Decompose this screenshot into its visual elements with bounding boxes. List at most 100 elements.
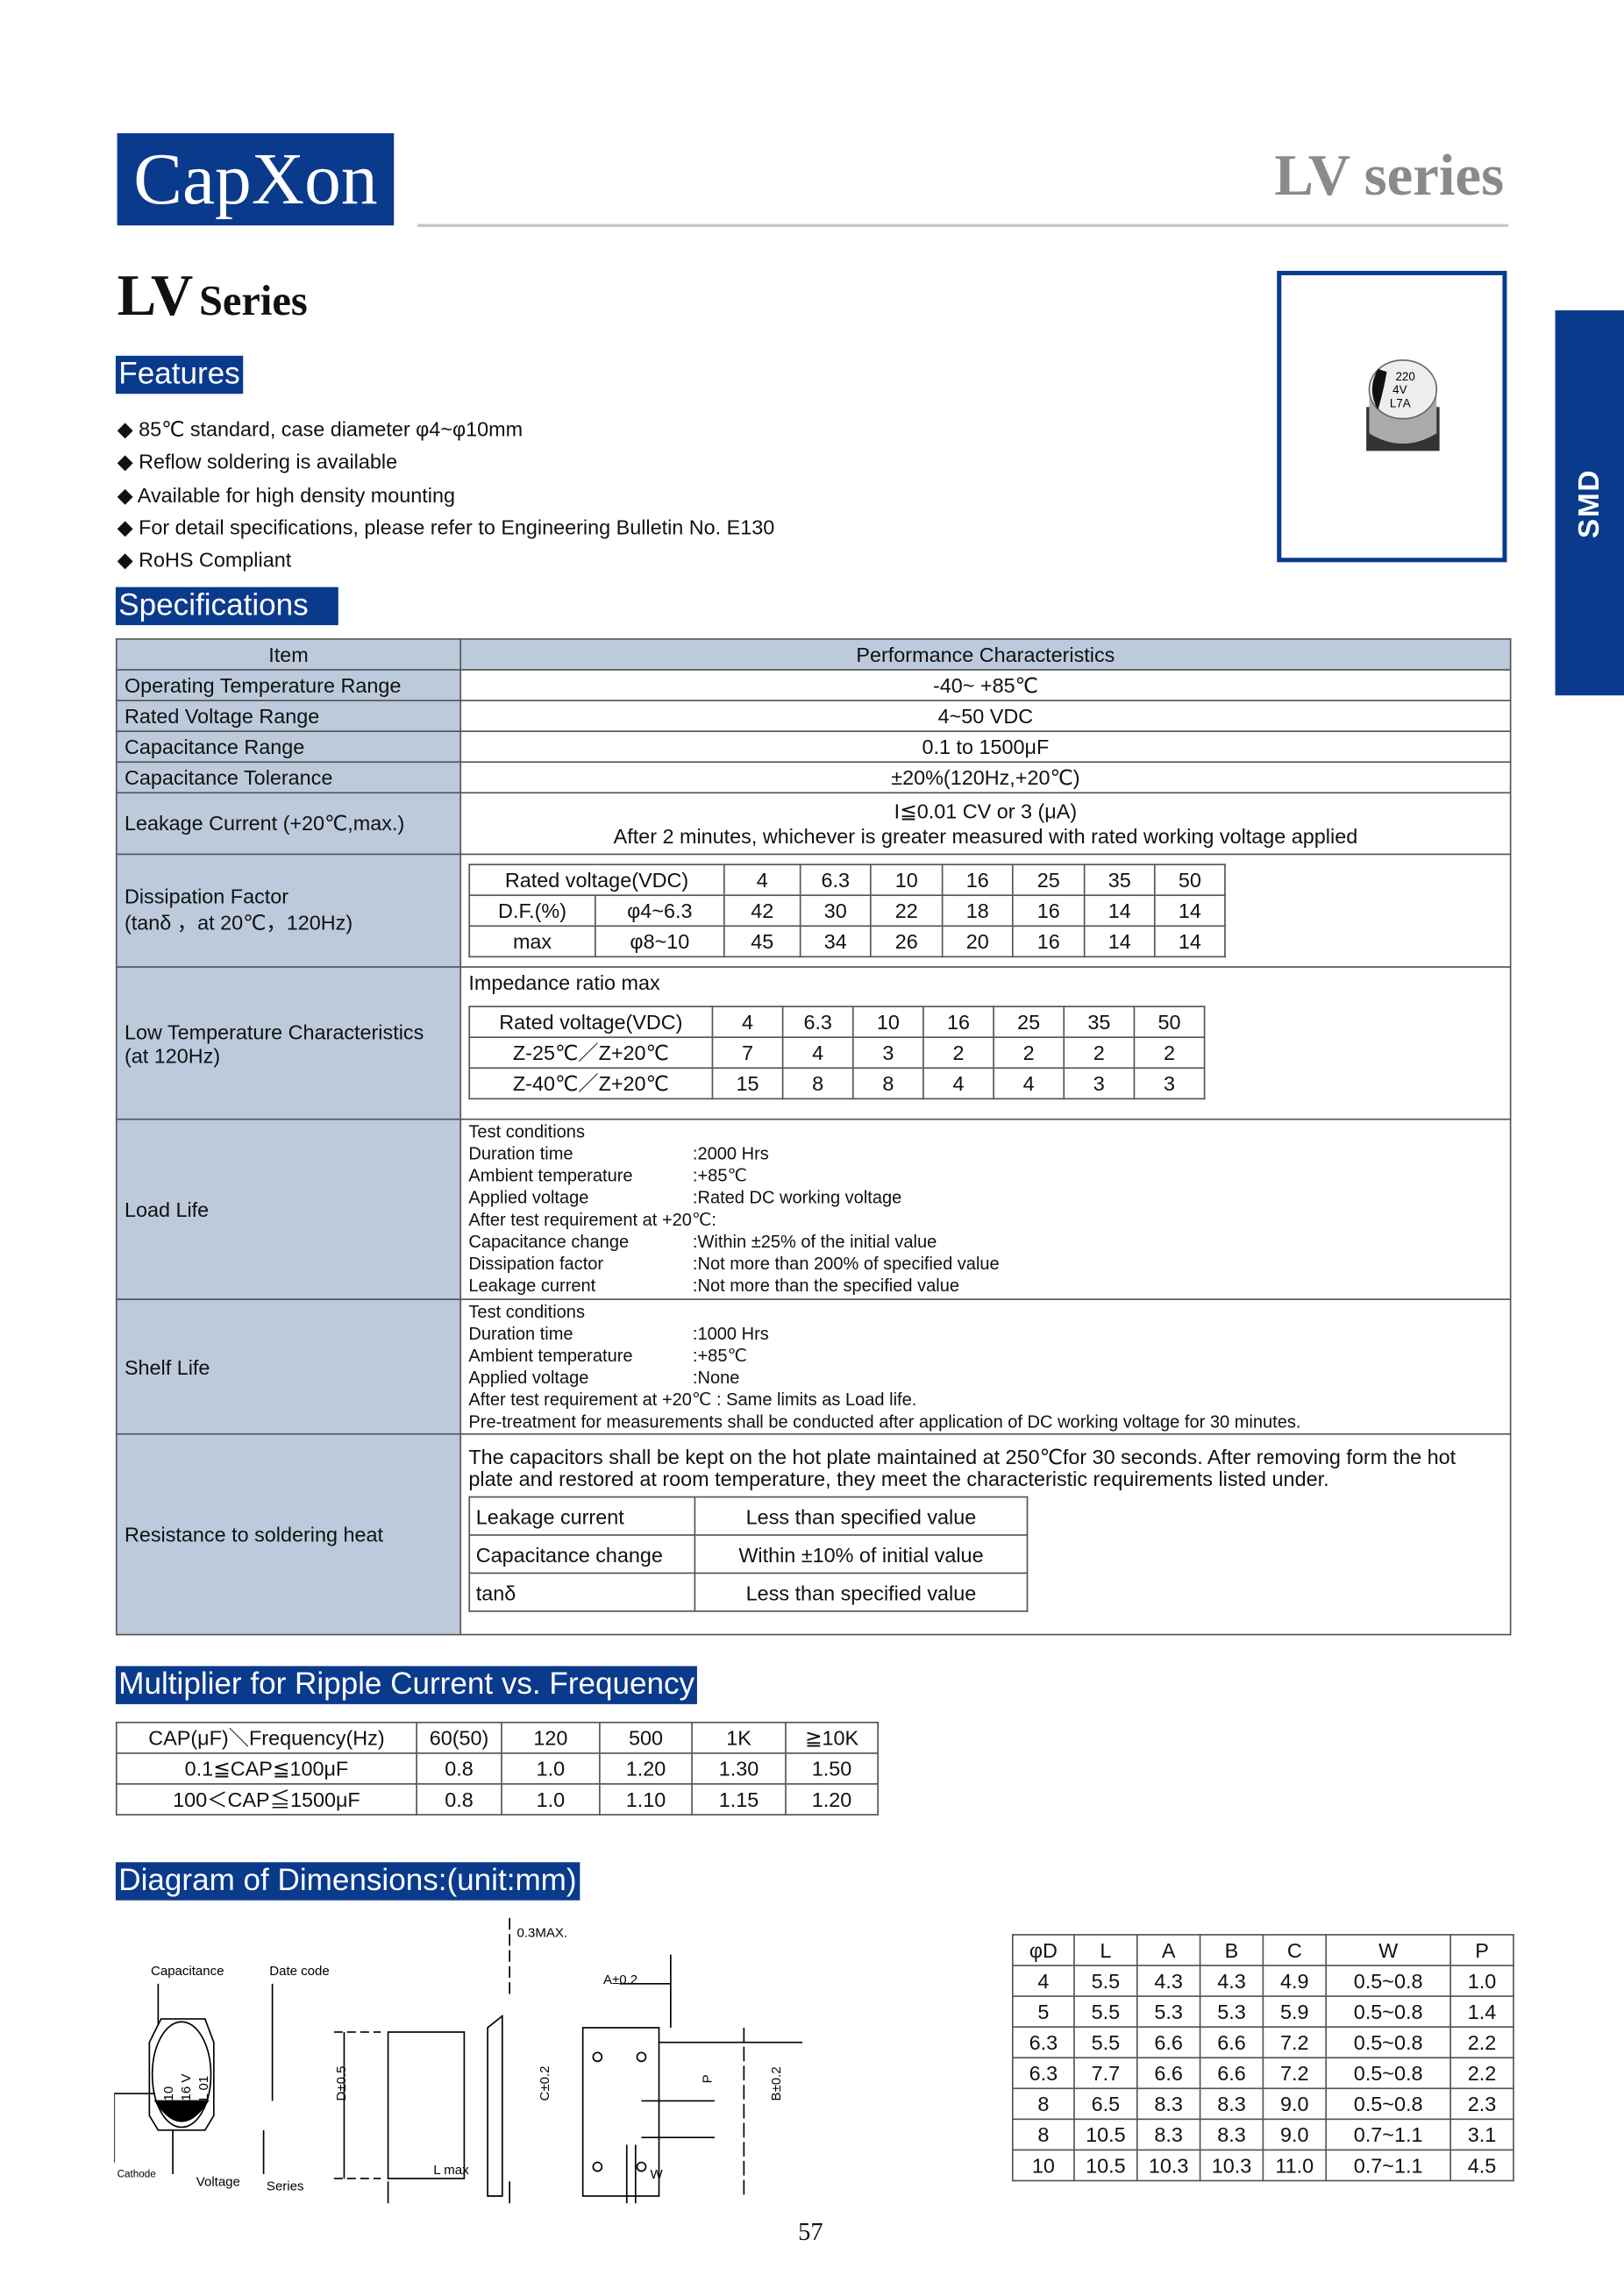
dim-cell: 10 [1011, 2149, 1075, 2182]
solder-value: Within ±10% of initial value [694, 1534, 1029, 1575]
ripple-cell: 1.0 [501, 1752, 601, 1785]
dim-cell: 5.5 [1073, 1995, 1138, 2028]
ripple-header-row: CAP(μF)＼Frequency(Hz) 60(50) 120 500 1K ≧10K [115, 1721, 879, 1754]
lt-value: 3 [851, 1036, 924, 1070]
value: I≦0.01 CV or 3 (μA) After 2 minutes, whic… [459, 792, 1512, 856]
ripple-heading: Multiplier for Ripple Current vs. Freque… [115, 1666, 698, 1704]
marking-1: 220 [1396, 370, 1415, 383]
condition-line: Applied voltage:None [468, 1367, 1502, 1389]
df-header: Rated voltage(VDC) [468, 864, 725, 897]
dim-header-cell: φD [1011, 1934, 1075, 1966]
ripple-cell: 1.30 [691, 1752, 787, 1785]
voltage-cell: 6.3 [799, 864, 872, 897]
dim-cell: 5.9 [1262, 1995, 1328, 2028]
lt-value: 15 [711, 1067, 784, 1100]
specifications-table: Item Performance Characteristics Operatin… [115, 638, 1512, 1636]
condition-key: Duration time [468, 1143, 573, 1164]
lt-header: Rated voltage(VDC) [468, 1006, 714, 1039]
label-w: W [650, 2167, 663, 2182]
voltage-cell: 16 [941, 864, 1014, 897]
feature-item: ◆ Available for high density mounting [117, 483, 456, 507]
dim-cell: 6.6 [1199, 2026, 1264, 2059]
df-label: D.F.(%) [468, 894, 596, 928]
load-life-row: Load Life Test conditions Duration time:20… [115, 1118, 1512, 1300]
feature-text: For detail specifications, please refer … [139, 515, 775, 539]
dim-cell: 0.5~0.8 [1325, 1965, 1451, 1997]
dim-cell: 5.3 [1199, 1995, 1264, 2028]
condition-line: Ambient temperature:+85℃ [468, 1345, 1502, 1367]
condition-key: Test conditions [468, 1121, 585, 1142]
ripple-cell: 0.8 [416, 1783, 502, 1816]
value: 4~50 VDC [459, 700, 1512, 732]
condition-value: :Not more than the specified value [692, 1275, 960, 1296]
lt-value: 2 [1133, 1036, 1206, 1070]
voltage-cell: 6.3 [781, 1006, 854, 1039]
mark-2: 16 V [179, 2074, 194, 2101]
lt-row: Z-40℃／Z+20℃ 15 8 8 4 4 3 3 [468, 1067, 1206, 1100]
dim-cell: 5 [1011, 1995, 1075, 2028]
dim-cell: 9.0 [1262, 2118, 1328, 2151]
value: The capacitors shall be kept on the hot … [459, 1432, 1512, 1636]
dim-cell: 6.5 [1073, 2087, 1138, 2121]
condition-line: Duration time:2000 Hrs [468, 1143, 1502, 1165]
condition-value: :Within ±25% of the initial value [692, 1231, 937, 1252]
mark-1: 10 [161, 2086, 176, 2101]
col-item: Item [115, 638, 462, 671]
dim-cell: 0.5~0.8 [1325, 2057, 1451, 2090]
condition-key: Ambient temperature [468, 1344, 633, 1366]
smd-label: SMD [1572, 468, 1606, 538]
lt-value: 8 [781, 1067, 854, 1100]
value: Impedance ratio max Rated voltage(VDC) 4 6… [459, 966, 1512, 1120]
specifications-heading: Specifications [115, 586, 338, 626]
solder-value: Less than specified value [694, 1496, 1029, 1536]
ripple-cell: 1.10 [599, 1783, 693, 1816]
dim-row: 10 10.5 10.3 10.3 11.0 0.7~1.1 4.5 [1011, 2149, 1514, 2182]
label-date-code: Date code [269, 1964, 329, 1979]
ripple-cell: 1.50 [785, 1752, 879, 1785]
condition-line: Capacitance change:Within ±25% of the in… [468, 1231, 1502, 1253]
df-value: 14 [1083, 894, 1156, 928]
condition-line: Test conditions [468, 1121, 1502, 1143]
feature-item: ◆ 85℃ standard, case diameter φ4~φ10mm [117, 416, 524, 441]
condition-key: Duration time [468, 1322, 573, 1344]
leakage-line1: I≦0.01 CV or 3 (μA) [894, 799, 1078, 823]
series-tag: LV series [1274, 141, 1505, 209]
df-value: 45 [723, 925, 801, 958]
ripple-cell: 100＜CAP≦1500μF [115, 1783, 417, 1816]
ripple-cell: 1.20 [785, 1783, 879, 1816]
value: -40~ +85℃ [459, 669, 1512, 701]
dimension-diagram: Capacitance Date code Cathode Voltage Se… [114, 1917, 803, 2204]
lt-label: Z-25℃／Z+20℃ [468, 1036, 714, 1070]
dissipation-row: Dissipation Factor (tanδ ，at 20℃，120Hz) R… [115, 853, 1512, 968]
dim-cell: 4.9 [1262, 1965, 1328, 1997]
product-photo: 220 4V L7A [1277, 270, 1507, 563]
solder-row: Leakage current Less than specified value [468, 1496, 1029, 1536]
condition-key: Test conditions [468, 1300, 585, 1322]
dim-cell: 0.7~1.1 [1325, 2149, 1451, 2182]
dim-row: 8 10.5 8.3 8.3 9.0 0.7~1.1 3.1 [1011, 2118, 1514, 2151]
label-capacitance: Capacitance [151, 1964, 224, 1979]
item: Operating Temperature Range [115, 669, 462, 701]
solder-row: tanδ Less than specified value [468, 1572, 1029, 1612]
dim-cell: 11.0 [1262, 2149, 1328, 2182]
dim-cell: 7.2 [1262, 2026, 1328, 2059]
condition-key: Applied voltage [468, 1187, 589, 1208]
dim-cell: 0.5~0.8 [1325, 2087, 1451, 2121]
capxon-logo: CapXon [117, 132, 395, 226]
label-series: Series [267, 2179, 304, 2193]
dim-header-cell: L [1073, 1934, 1138, 1966]
page-number: 57 [798, 2218, 823, 2246]
dim-cell: 4.5 [1449, 2149, 1514, 2182]
condition-key: After test requirement at +20℃: [468, 1209, 717, 1230]
dim-cell: 6.6 [1136, 2057, 1201, 2090]
shelf-life-row: Shelf Life Test conditions Duration time:1… [115, 1298, 1512, 1435]
ripple-cell: 0.1≦CAP≦100μF [115, 1752, 417, 1785]
condition-value: :+85℃ [692, 1165, 747, 1186]
solder-row: Resistance to soldering heat The capacit… [115, 1432, 1512, 1636]
item: Resistance to soldering heat [115, 1432, 462, 1636]
item: Capacitance Range [115, 730, 462, 764]
dim-header-cell: W [1325, 1934, 1451, 1966]
label-lmax: L max [433, 2163, 469, 2178]
solder-row: Capacitance change Within ±10% of initial… [468, 1534, 1029, 1575]
